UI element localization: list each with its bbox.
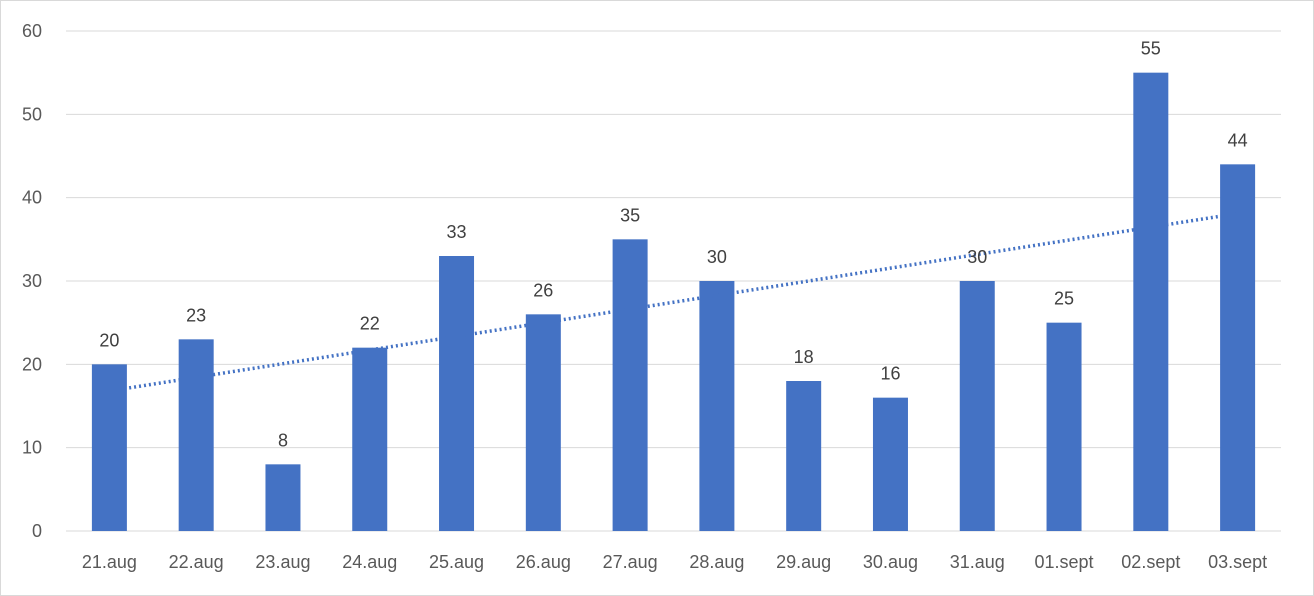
x-tick-label: 28.aug — [689, 552, 744, 572]
grid-lines — [66, 30, 1281, 532]
x-tick-label: 30.aug — [863, 552, 918, 572]
data-label: 16 — [880, 364, 900, 384]
x-tick-label: 03.sept — [1208, 552, 1267, 572]
y-tick-label: 60 — [22, 21, 42, 41]
bar — [612, 239, 648, 532]
data-label: 22 — [360, 314, 380, 334]
x-tick-label: 02.sept — [1121, 552, 1180, 572]
trendline — [109, 211, 1238, 393]
data-label: 25 — [1054, 289, 1074, 309]
x-tick-label: 22.aug — [169, 552, 224, 572]
data-label: 18 — [794, 347, 814, 367]
data-label: 44 — [1228, 130, 1248, 150]
x-tick-label: 27.aug — [603, 552, 658, 572]
x-tick-label: 01.sept — [1035, 552, 1094, 572]
x-tick-label: 29.aug — [776, 552, 831, 572]
bar — [1220, 164, 1256, 532]
data-label: 8 — [278, 430, 288, 450]
bar — [352, 347, 388, 531]
bar — [439, 256, 475, 531]
x-tick-label: 31.aug — [950, 552, 1005, 572]
y-axis-ticks: 0 10 20 30 40 50 60 — [22, 21, 42, 541]
data-label: 26 — [533, 280, 553, 300]
y-tick-label: 30 — [22, 271, 42, 291]
bar — [265, 464, 301, 531]
bar — [699, 281, 735, 531]
x-axis-ticks: 21.aug 22.aug 23.aug 24.aug 25.aug 26.aug 27.a… — [82, 552, 1267, 572]
data-label: 55 — [1141, 39, 1161, 59]
data-label: 20 — [99, 330, 119, 350]
x-tick-label: 24.aug — [342, 552, 397, 572]
x-tick-label: 25.aug — [429, 552, 484, 572]
y-tick-label: 10 — [22, 438, 42, 458]
bar — [786, 381, 822, 531]
trendline-layer — [109, 211, 1238, 393]
bar — [959, 281, 995, 531]
y-tick-label: 40 — [22, 188, 42, 208]
y-tick-label: 50 — [22, 104, 42, 124]
bar — [525, 314, 561, 531]
x-tick-label: 26.aug — [516, 552, 571, 572]
data-labels: 20 23 8 22 33 26 35 30 18 16 30 25 55 44 — [99, 39, 1247, 451]
bar — [872, 397, 908, 531]
x-tick-label: 21.aug — [82, 552, 137, 572]
x-tick-label: 23.aug — [255, 552, 310, 572]
data-label: 35 — [620, 205, 640, 225]
bars — [91, 72, 1256, 532]
data-label: 33 — [447, 222, 467, 242]
data-label: 30 — [967, 247, 987, 267]
y-tick-label: 20 — [22, 354, 42, 374]
data-label: 23 — [186, 305, 206, 325]
data-label: 30 — [707, 247, 727, 267]
y-tick-label: 0 — [32, 521, 42, 541]
bar — [1046, 322, 1082, 531]
bar — [1133, 72, 1169, 532]
bar — [91, 364, 127, 531]
bar — [178, 339, 214, 531]
